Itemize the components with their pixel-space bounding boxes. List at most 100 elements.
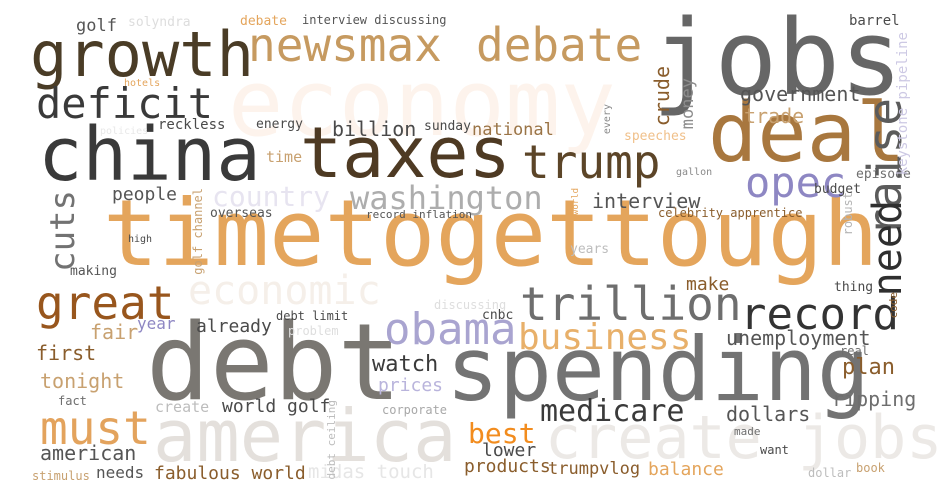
word-hotels: hotels xyxy=(124,78,161,89)
word-debate-small: debate xyxy=(240,14,287,29)
word-ripping: ripping xyxy=(832,387,917,411)
word-high: high xyxy=(128,234,153,245)
word-sunday: sunday xyxy=(424,119,471,134)
word-code: code xyxy=(887,292,900,319)
word-great: great xyxy=(36,276,175,330)
word-thing: thing xyxy=(834,280,874,295)
word-billion: billion xyxy=(332,117,417,141)
word-cnbc: cnbc xyxy=(482,308,514,323)
word-making: making xyxy=(70,264,117,279)
word-spending: spending xyxy=(446,318,870,421)
word-crude: crude xyxy=(650,66,674,127)
word-policies: policies xyxy=(100,126,149,137)
word-time: time xyxy=(266,148,303,166)
word-national: national xyxy=(472,120,554,140)
word-world: world xyxy=(571,188,581,216)
word-fabulous-world: fabulous world xyxy=(154,463,306,484)
word-trumpvlog: trumpvlog xyxy=(548,459,641,479)
word-record-inflation: record inflation xyxy=(366,208,472,221)
word-people: people xyxy=(112,184,178,205)
word-prices: prices xyxy=(378,375,444,396)
word-tonight: tonight xyxy=(40,369,125,393)
word-world-golf: world golf xyxy=(222,396,331,417)
word-cuts: cuts xyxy=(43,190,83,272)
word-needs: needs xyxy=(96,463,145,482)
word-every: every xyxy=(602,104,613,135)
word-trump: trump xyxy=(522,135,661,189)
word-gallon: gallon xyxy=(676,167,713,178)
word-record: record xyxy=(740,289,899,340)
word-stimulus: stimulus xyxy=(32,469,90,483)
word-energy: energy xyxy=(256,117,303,132)
word-fair: fair xyxy=(90,320,139,344)
word-create-jobs: create jobs xyxy=(545,403,940,473)
word-solyndra: solyndra xyxy=(128,15,191,30)
word-opec: opec xyxy=(745,158,847,207)
word-jobs: jobs xyxy=(652,0,903,119)
word-create: create xyxy=(155,398,210,416)
word-unemployment: unemployment xyxy=(726,326,871,350)
word-dollar: dollar xyxy=(808,466,852,480)
word-debt-ceiling: debt ceiling xyxy=(325,400,338,480)
word-midas-touch: midas touch xyxy=(308,461,434,483)
word-medicare: medicare xyxy=(540,394,685,429)
word-country: country xyxy=(212,180,331,213)
word-lower: lower xyxy=(482,440,537,461)
word-trillion: trillion xyxy=(520,277,742,331)
word-year: year xyxy=(137,314,176,333)
word-interview: interview xyxy=(592,189,701,213)
word-deal: deal xyxy=(708,86,906,181)
word-golf-channel: golf channel xyxy=(191,188,205,275)
word-obama: obama xyxy=(384,304,517,355)
word-corporate: corporate xyxy=(382,403,448,417)
word-barrel: barrel xyxy=(849,13,900,29)
word-years: years xyxy=(570,242,610,257)
word-economic: economic xyxy=(188,268,381,314)
word-discussing: discussing xyxy=(434,298,507,312)
word-government: government xyxy=(740,82,861,106)
word-american: american xyxy=(40,441,137,465)
word-want: want xyxy=(760,443,789,457)
word-economy: economy xyxy=(228,50,616,157)
word-reckless: reckless xyxy=(158,117,226,133)
word-already: already xyxy=(196,316,272,337)
word-taxes: taxes xyxy=(300,112,511,194)
word-book: book xyxy=(856,461,885,475)
word-america: america xyxy=(153,394,457,478)
word-products: products xyxy=(464,456,551,477)
word-make: make xyxy=(686,274,730,295)
word-need: need xyxy=(865,200,911,297)
word-golf: golf xyxy=(76,16,117,36)
word-dollars: dollars xyxy=(726,402,811,426)
word-newsmax: newsmax xyxy=(248,18,442,72)
word-budget: budget xyxy=(814,182,861,197)
word-balance: balance xyxy=(648,459,724,480)
word-fact: fact xyxy=(58,394,87,408)
word-keystone-pipeline: keystone pipeline xyxy=(895,32,911,176)
word-business: business xyxy=(518,317,692,358)
word-interview-discussing: interview discussing xyxy=(302,13,447,27)
word-real: real xyxy=(840,344,869,358)
word-problem: problem xyxy=(288,324,339,338)
word-china: china xyxy=(38,112,261,198)
word-speeches: speeches xyxy=(624,129,687,144)
word-money: money xyxy=(678,78,698,130)
word-episode: episode xyxy=(856,167,911,182)
word-debt-limit: debt limit xyxy=(276,309,349,323)
word-made: made xyxy=(734,425,761,438)
word-plan: plan xyxy=(842,355,895,380)
word-timetogettough: timetogettough xyxy=(103,180,879,287)
word-best: best xyxy=(468,417,536,450)
word-washington: washington xyxy=(350,179,543,217)
word-watch: watch xyxy=(372,352,439,377)
word-debt: debt xyxy=(146,301,402,424)
word-growth: growth xyxy=(30,18,254,91)
word-debate-big: debate xyxy=(476,18,643,72)
word-robust: robust xyxy=(841,192,855,236)
word-trade: trade xyxy=(744,104,805,128)
word-celebrity-apprentice: celebrity apprentice xyxy=(658,206,803,220)
word-first: first xyxy=(36,341,97,365)
word-must: must xyxy=(40,401,151,455)
word-overseas: overseas xyxy=(210,206,273,221)
